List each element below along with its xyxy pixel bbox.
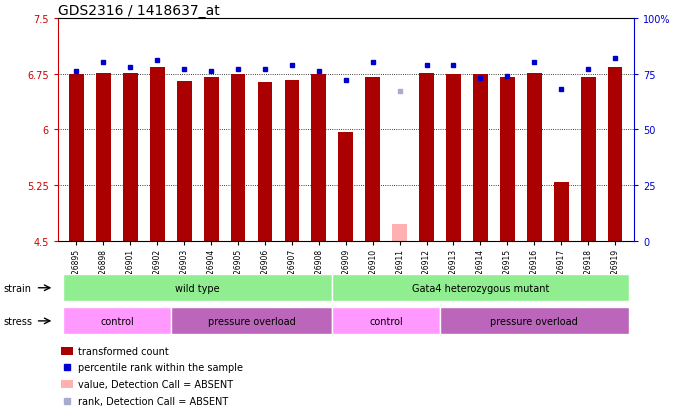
Text: value, Detection Call = ABSENT: value, Detection Call = ABSENT [79, 379, 233, 389]
Bar [311, 74, 326, 242]
Text: Gata4 heterozygous mutant: Gata4 heterozygous mutant [412, 283, 549, 293]
Bar [332, 308, 440, 335]
Text: pressure overload: pressure overload [490, 316, 578, 326]
Bar [258, 83, 273, 242]
Text: wild type: wild type [176, 283, 220, 293]
Text: percentile rank within the sample: percentile rank within the sample [79, 363, 243, 373]
Bar [473, 74, 488, 242]
Bar [440, 308, 629, 335]
Bar [60, 380, 73, 388]
Text: pressure overload: pressure overload [207, 316, 296, 326]
Bar [63, 275, 332, 301]
Bar [581, 78, 595, 242]
Bar [171, 308, 332, 335]
Bar [231, 74, 245, 242]
Bar [203, 78, 218, 242]
Bar [177, 82, 192, 242]
Bar [285, 81, 299, 242]
Text: transformed count: transformed count [79, 346, 169, 356]
Text: GDS2316 / 1418637_at: GDS2316 / 1418637_at [58, 4, 220, 18]
Text: control: control [370, 316, 403, 326]
Bar [332, 275, 629, 301]
Bar [500, 78, 515, 242]
Bar [338, 132, 353, 242]
Bar [393, 225, 407, 242]
Bar [527, 74, 542, 242]
Bar [446, 74, 461, 242]
Bar [96, 74, 111, 242]
Text: rank, Detection Call = ABSENT: rank, Detection Call = ABSENT [79, 396, 228, 406]
Bar [554, 182, 569, 242]
Text: control: control [100, 316, 134, 326]
Bar [123, 74, 138, 242]
Text: stress: stress [3, 316, 33, 326]
Bar [150, 68, 165, 242]
Bar [60, 347, 73, 355]
Bar [419, 74, 434, 242]
Bar [69, 74, 84, 242]
Bar [365, 78, 380, 242]
Text: strain: strain [3, 283, 31, 293]
Bar [607, 68, 622, 242]
Bar [63, 308, 171, 335]
